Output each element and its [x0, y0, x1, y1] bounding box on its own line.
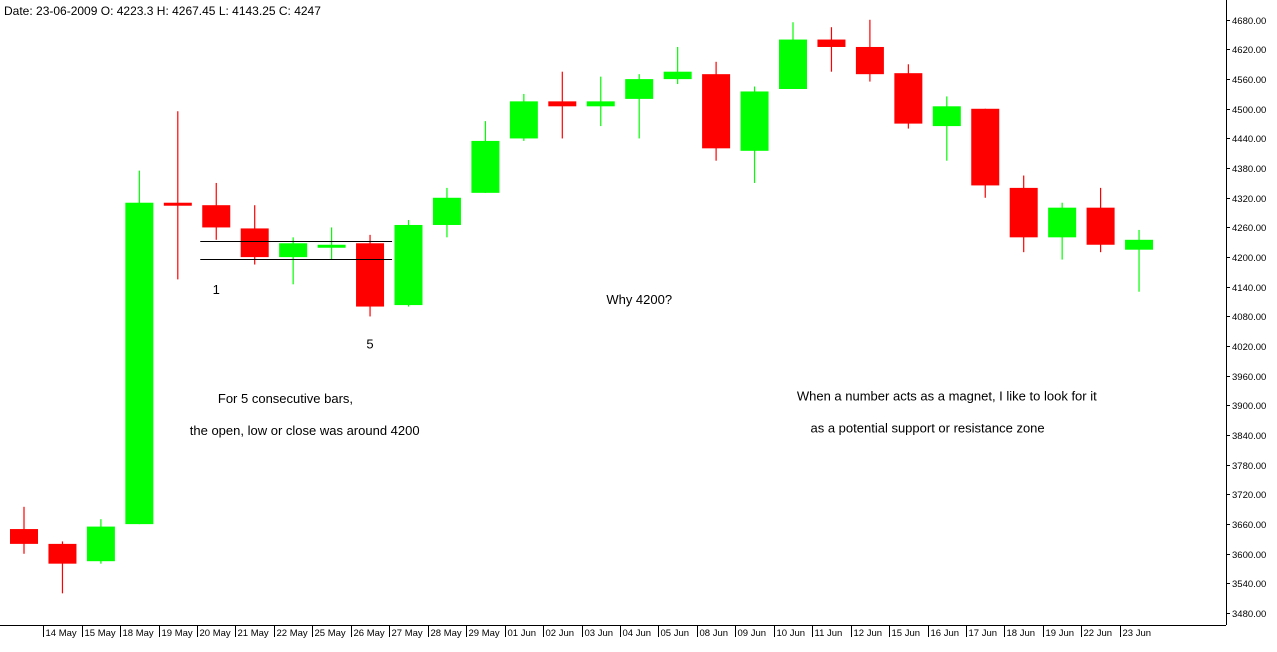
y-tick-label: 3900.00 — [1232, 401, 1266, 412]
candle-body-up — [471, 140, 500, 193]
x-tick-label: 26 May — [354, 628, 385, 639]
x-tick-label: 22 Jun — [1084, 628, 1113, 639]
x-tick-label: 23 Jun — [1123, 628, 1152, 639]
x-tick-label: 25 May — [315, 628, 346, 639]
x-tick-label: 14 May — [46, 628, 77, 639]
y-tick-label: 4200.00 — [1232, 253, 1266, 264]
x-tick-label: 08 Jun — [700, 628, 729, 639]
candle-body-down — [202, 205, 231, 228]
ohlc-info-line: Date: 23-06-2009 O: 4223.3 H: 4267.45 L:… — [4, 4, 321, 18]
candle-body-up — [125, 202, 154, 525]
x-tick-label: 20 May — [200, 628, 231, 639]
candle-body-down — [702, 74, 731, 149]
candle-body-down — [971, 108, 1000, 186]
x-tick-label: 11 Jun — [815, 628, 843, 639]
candle-body-down — [817, 39, 846, 47]
candle-body-up — [932, 106, 961, 127]
x-tick-label: 03 Jun — [585, 628, 614, 639]
candle-body-down — [855, 46, 884, 75]
x-tick-label: 19 Jun — [1046, 628, 1075, 639]
annotation-right-line2: as a potential support or resistance zon… — [811, 421, 1045, 436]
x-tick-label: 27 May — [392, 628, 423, 639]
annotation-bar-5: 5 — [366, 337, 373, 352]
candle-body-up — [394, 224, 423, 306]
y-tick-label: 3600.00 — [1232, 550, 1266, 561]
x-tick-label: 15 May — [85, 628, 116, 639]
y-tick-label: 3540.00 — [1232, 579, 1266, 590]
y-tick-label: 4680.00 — [1232, 16, 1266, 27]
candle-body-down — [240, 228, 269, 258]
x-tick-label: 17 Jun — [969, 628, 998, 639]
y-tick-label: 4020.00 — [1232, 342, 1266, 353]
x-tick-label: 10 Jun — [777, 628, 806, 639]
candle-body-up — [86, 526, 115, 562]
x-tick-label: 29 May — [469, 628, 500, 639]
x-tick-label: 09 Jun — [738, 628, 767, 639]
candle-body-up — [586, 101, 615, 107]
x-tick-label: 18 May — [123, 628, 154, 639]
x-tick-label: 02 Jun — [546, 628, 575, 639]
x-tick-label: 22 May — [277, 628, 308, 639]
annotation-right-line1: When a number acts as a magnet, I like t… — [797, 389, 1097, 404]
candle-body-up — [740, 91, 769, 151]
y-tick-label: 4080.00 — [1232, 312, 1266, 323]
x-tick-label: 18 Jun — [1007, 628, 1036, 639]
candle-body-up — [663, 71, 692, 80]
annotation-left-line2: the open, low or close was around 4200 — [190, 423, 420, 438]
y-tick-label: 3720.00 — [1232, 490, 1266, 501]
y-tick-label: 3840.00 — [1232, 431, 1266, 442]
x-tick-label: 15 Jun — [892, 628, 921, 639]
y-tick-label: 4320.00 — [1232, 194, 1266, 205]
candle-body-up — [317, 244, 346, 248]
x-tick-label: 16 Jun — [931, 628, 960, 639]
y-tick-label: 4140.00 — [1232, 283, 1266, 294]
annotation-why: Why 4200? — [606, 292, 672, 307]
candle-body-down — [48, 543, 77, 564]
annotation-bar-1: 1 — [213, 282, 220, 297]
candle-body-down — [163, 202, 192, 206]
candle-body-down — [1086, 207, 1115, 245]
candle-body-up — [1125, 239, 1154, 250]
x-tick-label: 05 Jun — [661, 628, 690, 639]
y-tick-label: 4620.00 — [1232, 45, 1266, 56]
y-tick-label: 4380.00 — [1232, 164, 1266, 175]
x-tick-label: 21 May — [238, 628, 269, 639]
y-tick-label: 3960.00 — [1232, 372, 1266, 383]
x-tick-label: 04 Jun — [623, 628, 652, 639]
x-tick-label: 19 May — [162, 628, 193, 639]
x-tick-label: 12 Jun — [854, 628, 883, 639]
candle-body-up — [779, 39, 807, 89]
candle-body-up — [509, 101, 538, 139]
y-tick-label: 3480.00 — [1232, 609, 1266, 620]
candle-body-down — [10, 529, 38, 544]
x-tick-label: 01 Jun — [508, 628, 537, 639]
y-tick-label: 3660.00 — [1232, 520, 1266, 531]
candle-body-down — [894, 73, 923, 124]
y-tick-label: 4260.00 — [1232, 223, 1266, 234]
y-tick-label: 4500.00 — [1232, 105, 1266, 116]
annotation-left-line1: For 5 consecutive bars, — [218, 391, 353, 406]
x-tick-label: 28 May — [431, 628, 462, 639]
y-tick-label: 4440.00 — [1232, 134, 1266, 145]
y-tick-label: 3780.00 — [1232, 461, 1266, 472]
candle-body-up — [625, 79, 654, 99]
candle-body-up — [432, 197, 461, 225]
candle-body-up — [1048, 207, 1077, 238]
candle-body-down — [1009, 187, 1038, 238]
candle-body-up — [279, 243, 308, 258]
candle-body-down — [548, 101, 577, 107]
candle-body-down — [356, 243, 385, 307]
y-tick-label: 4560.00 — [1232, 75, 1266, 86]
